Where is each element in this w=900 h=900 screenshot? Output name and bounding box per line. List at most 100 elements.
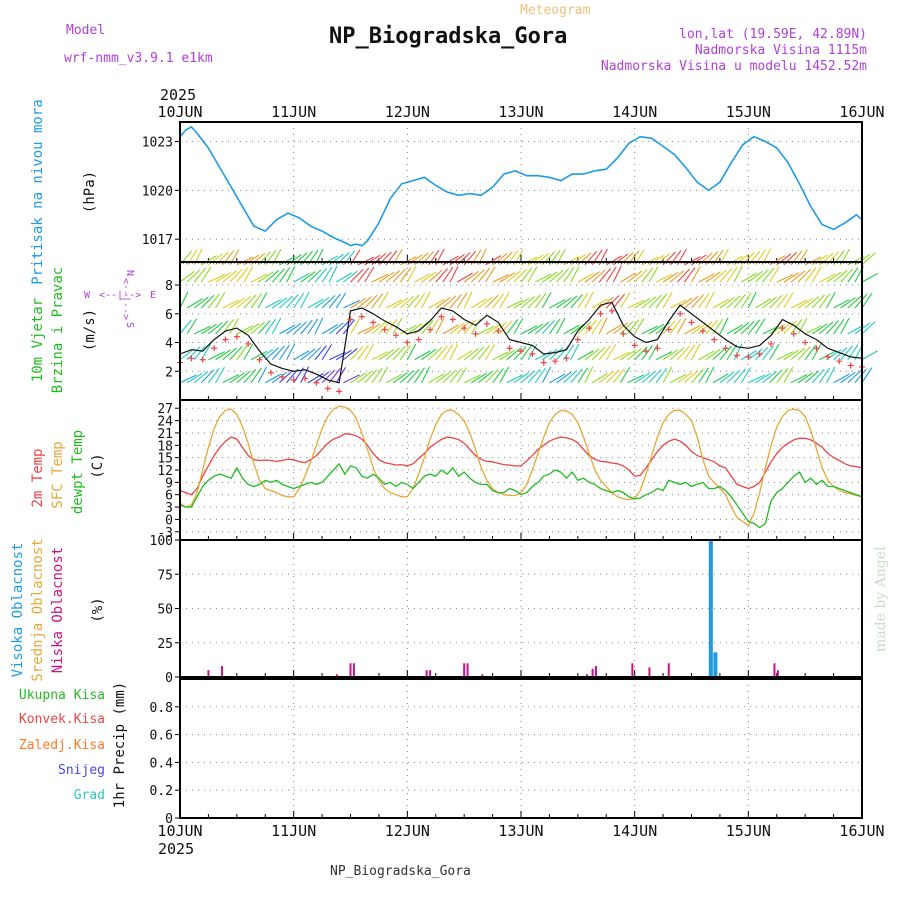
wind-barb	[250, 273, 268, 283]
wind-barb	[364, 266, 375, 283]
wind-gust-marker	[370, 319, 377, 326]
wind-barb	[563, 255, 580, 266]
wind-barb	[286, 294, 299, 309]
wind-barb	[300, 366, 310, 383]
precip-conv-label: Konvek.Kisa	[19, 712, 105, 727]
wind-barb	[648, 369, 662, 384]
wind-barb	[797, 297, 814, 309]
wind-barb	[591, 298, 608, 309]
wind-barb	[328, 253, 344, 266]
wind-barb	[463, 291, 473, 309]
wind-barb	[854, 368, 867, 384]
wind-barb	[250, 293, 263, 309]
wind-barb	[676, 268, 690, 283]
wind-barb	[655, 367, 668, 384]
wind-gust-marker	[438, 313, 445, 320]
wind-barb	[790, 347, 806, 361]
wind-barb	[513, 318, 524, 335]
wind-barb	[577, 350, 594, 361]
wind-barb	[655, 273, 673, 283]
pressure-line	[179, 125, 863, 247]
wind-barb	[407, 323, 423, 335]
wind-barb	[584, 348, 600, 361]
cloud-bar	[207, 670, 210, 677]
wind-barb	[698, 350, 715, 361]
wind-gust-marker	[722, 345, 729, 352]
wind-barb	[186, 269, 201, 283]
cloud-frame	[179, 539, 863, 678]
wind-barb	[804, 267, 817, 283]
wind-barb	[300, 348, 316, 361]
wind-barb	[840, 371, 856, 384]
wind-barb	[243, 343, 254, 361]
wind-barb	[520, 267, 533, 283]
cloud-ytick-label: 50	[157, 603, 173, 618]
wind-barb	[421, 271, 437, 283]
cloud-low-label: Niska Oblacnost	[50, 547, 66, 673]
wind-barb	[840, 268, 854, 283]
precip-ytick-label: 0.6	[150, 729, 173, 744]
wind-barb	[314, 296, 330, 309]
wind-barb	[549, 347, 564, 361]
wind-barb	[712, 269, 727, 283]
wind-gust-marker	[563, 355, 570, 362]
wind-gust-marker	[631, 342, 638, 349]
wind-barb	[619, 292, 631, 309]
wind-barb	[492, 274, 510, 283]
cloud-ytick-label: 75	[157, 568, 173, 583]
cloud-bar	[631, 663, 634, 677]
wind-gust-marker	[495, 328, 502, 334]
wind-barb	[684, 256, 701, 266]
wind-barb	[826, 348, 842, 361]
wind-barb	[783, 349, 800, 361]
wind-barb	[271, 268, 285, 283]
wind-barb	[591, 373, 608, 384]
wind-gust-marker	[267, 369, 274, 376]
wind-barb	[811, 254, 828, 266]
wind-barb	[684, 295, 699, 309]
wind-barb	[236, 256, 254, 266]
wind-barb	[442, 255, 459, 266]
wind-barb	[179, 319, 192, 335]
wind-barb	[797, 318, 808, 335]
wind-barb	[520, 344, 533, 361]
wind-barb	[208, 274, 225, 283]
wind-barb	[833, 373, 850, 384]
wind-barb	[570, 265, 580, 283]
model-elevation-label: Nadmorska Visina u modelu 1452.52m	[601, 59, 867, 74]
wind-gust-marker	[222, 336, 229, 343]
wind-speed-line	[179, 301, 863, 384]
wind-barb	[563, 267, 575, 283]
wind-barb	[804, 325, 822, 335]
wind-barb	[669, 299, 687, 309]
date-label-top: 11JUN	[271, 103, 316, 121]
wind-barb	[492, 293, 505, 309]
wind-barb	[477, 267, 491, 283]
wind-barb	[350, 346, 364, 361]
wind-barb	[755, 372, 771, 384]
wind-barb	[428, 373, 445, 384]
wind-barb	[804, 296, 820, 309]
wind-barb	[613, 322, 628, 335]
wind-barb	[215, 366, 225, 384]
wind-barb	[463, 374, 481, 384]
wind-gust-marker	[677, 310, 684, 317]
wind-barb	[769, 369, 783, 384]
wind-barb	[314, 345, 327, 361]
wind-barb	[762, 267, 775, 283]
wind-barb	[200, 266, 212, 283]
wind-barb	[470, 269, 485, 283]
wind-barb	[236, 370, 251, 384]
wind-barb	[179, 348, 195, 361]
wind-barb	[726, 266, 738, 283]
wind-gust-marker	[813, 345, 820, 352]
wind-barb	[321, 295, 336, 309]
wind-barb	[392, 297, 409, 309]
wind-barb	[769, 294, 783, 309]
wind-barb	[797, 346, 811, 361]
wind-barb	[541, 320, 555, 335]
wind-barb	[279, 295, 294, 309]
wind-gust-marker	[506, 345, 513, 352]
wind-barb	[392, 371, 409, 384]
compass-north: N	[124, 270, 135, 276]
